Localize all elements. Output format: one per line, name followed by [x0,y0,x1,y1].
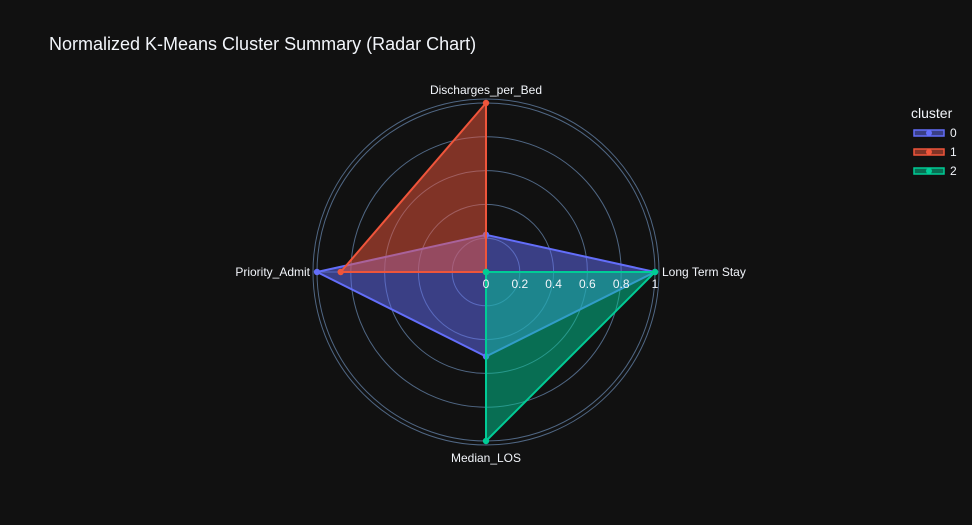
radial-tick-label: 0.8 [613,277,630,291]
legend-title: cluster [911,105,953,121]
angular-axis-labels: Long Term Stay Discharges_per_Bed Priority… [235,83,746,465]
polar-frame [312,98,660,446]
radial-tick-label: 0.4 [545,277,562,291]
legend-label: 0 [950,126,957,140]
radial-tick-labels: 0 0.2 0.4 0.6 0.8 1 [483,277,659,291]
axis-label-priority-admit: Priority_Admit [235,265,310,279]
data-point-1-1 [482,99,490,107]
chart-title: Normalized K-Means Cluster Summary (Rada… [49,34,476,54]
legend-marker [926,168,932,174]
legend-marker [926,130,932,136]
legend-label: 1 [950,145,957,159]
radial-tick-label: 0.6 [579,277,596,291]
series-cluster-1 [337,99,490,276]
legend-label: 2 [950,164,957,178]
series-area-2 [485,271,656,442]
legend: cluster 0 1 2 [911,105,957,178]
series-cluster-2 [482,268,659,445]
axis-label-long-term-stay: Long Term Stay [662,265,746,279]
legend-marker [926,149,932,155]
data-point-0-2 [313,268,321,276]
data-point-2-2 [482,268,490,276]
legend-item-2[interactable]: 2 [913,164,957,178]
axis-label-median-los: Median_LOS [451,451,521,465]
data-point-2-3 [482,437,490,445]
radial-tick-label: 0 [483,277,490,291]
series-layer [313,99,659,445]
data-point-2-0 [651,268,659,276]
legend-items: 0 1 2 [913,126,957,178]
legend-item-0[interactable]: 0 [913,126,957,140]
radial-tick-label: 0.2 [511,277,528,291]
data-point-1-2 [337,268,344,276]
radial-tick-label: 1 [652,277,659,291]
axis-label-discharges-per-bed: Discharges_per_Bed [430,83,542,97]
series-area-1 [339,102,487,273]
legend-item-1[interactable]: 1 [913,145,957,159]
